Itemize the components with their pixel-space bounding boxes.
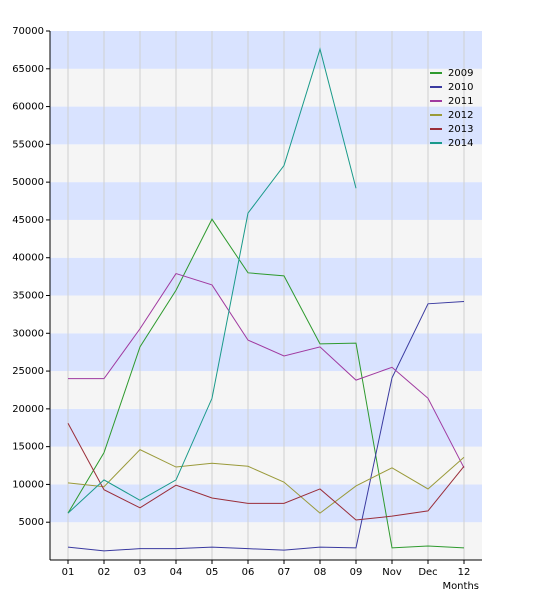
legend-label: 2014 — [448, 138, 473, 149]
background-band — [50, 182, 482, 220]
x-tick-label: 07 — [278, 567, 291, 578]
x-tick-label: 04 — [170, 567, 183, 578]
y-tick-label: 5000 — [19, 517, 44, 528]
legend-label: 2013 — [448, 124, 473, 135]
x-tick-label: Dec — [418, 567, 437, 578]
y-tick-label: 45000 — [12, 215, 44, 226]
x-tick-label: 09 — [350, 567, 363, 578]
series-line — [67, 218, 465, 549]
background-band — [50, 371, 482, 409]
series-line — [67, 301, 465, 552]
background-band — [50, 68, 482, 107]
y-tick-label: 20000 — [12, 404, 44, 415]
background-band — [50, 446, 482, 485]
y-tick-label: 25000 — [12, 366, 44, 377]
background-band — [50, 257, 482, 296]
y-tick-label: 15000 — [12, 442, 44, 453]
y-tick-label: 40000 — [12, 253, 44, 264]
legend-label: 2009 — [448, 68, 473, 79]
background-band — [50, 31, 482, 69]
x-tick-label: 06 — [242, 567, 255, 578]
background-band — [50, 219, 482, 258]
legend-label: 2011 — [448, 96, 473, 107]
background-band — [50, 522, 482, 560]
y-tick-label: 35000 — [12, 291, 44, 302]
y-tick-label: 50000 — [12, 177, 44, 188]
x-axis-label: Months — [442, 581, 479, 592]
legend-label: 2010 — [448, 82, 473, 93]
x-tick-label: 03 — [134, 567, 147, 578]
x-tick-label: 08 — [314, 567, 327, 578]
y-tick-label: 65000 — [12, 64, 44, 75]
x-tick-label: 02 — [98, 567, 111, 578]
legend-label: 2012 — [448, 110, 473, 121]
x-tick-label: 05 — [206, 567, 219, 578]
y-tick-label: 10000 — [12, 479, 44, 490]
background-band — [50, 144, 482, 183]
background-band — [50, 408, 482, 447]
x-tick-label: Nov — [382, 567, 402, 578]
series-line — [67, 449, 465, 514]
series-line — [67, 422, 465, 521]
series-line — [68, 272, 465, 469]
y-tick-label: 70000 — [12, 26, 44, 37]
series-line — [67, 47, 357, 514]
background-band — [50, 295, 482, 334]
background-band — [50, 106, 482, 145]
x-tick-label: 12 — [458, 567, 471, 578]
y-tick-label: 55000 — [12, 139, 44, 150]
x-tick-label: 01 — [62, 567, 75, 578]
background-band — [50, 333, 482, 372]
y-tick-label: 30000 — [12, 328, 44, 339]
y-tick-label: 60000 — [12, 102, 44, 113]
